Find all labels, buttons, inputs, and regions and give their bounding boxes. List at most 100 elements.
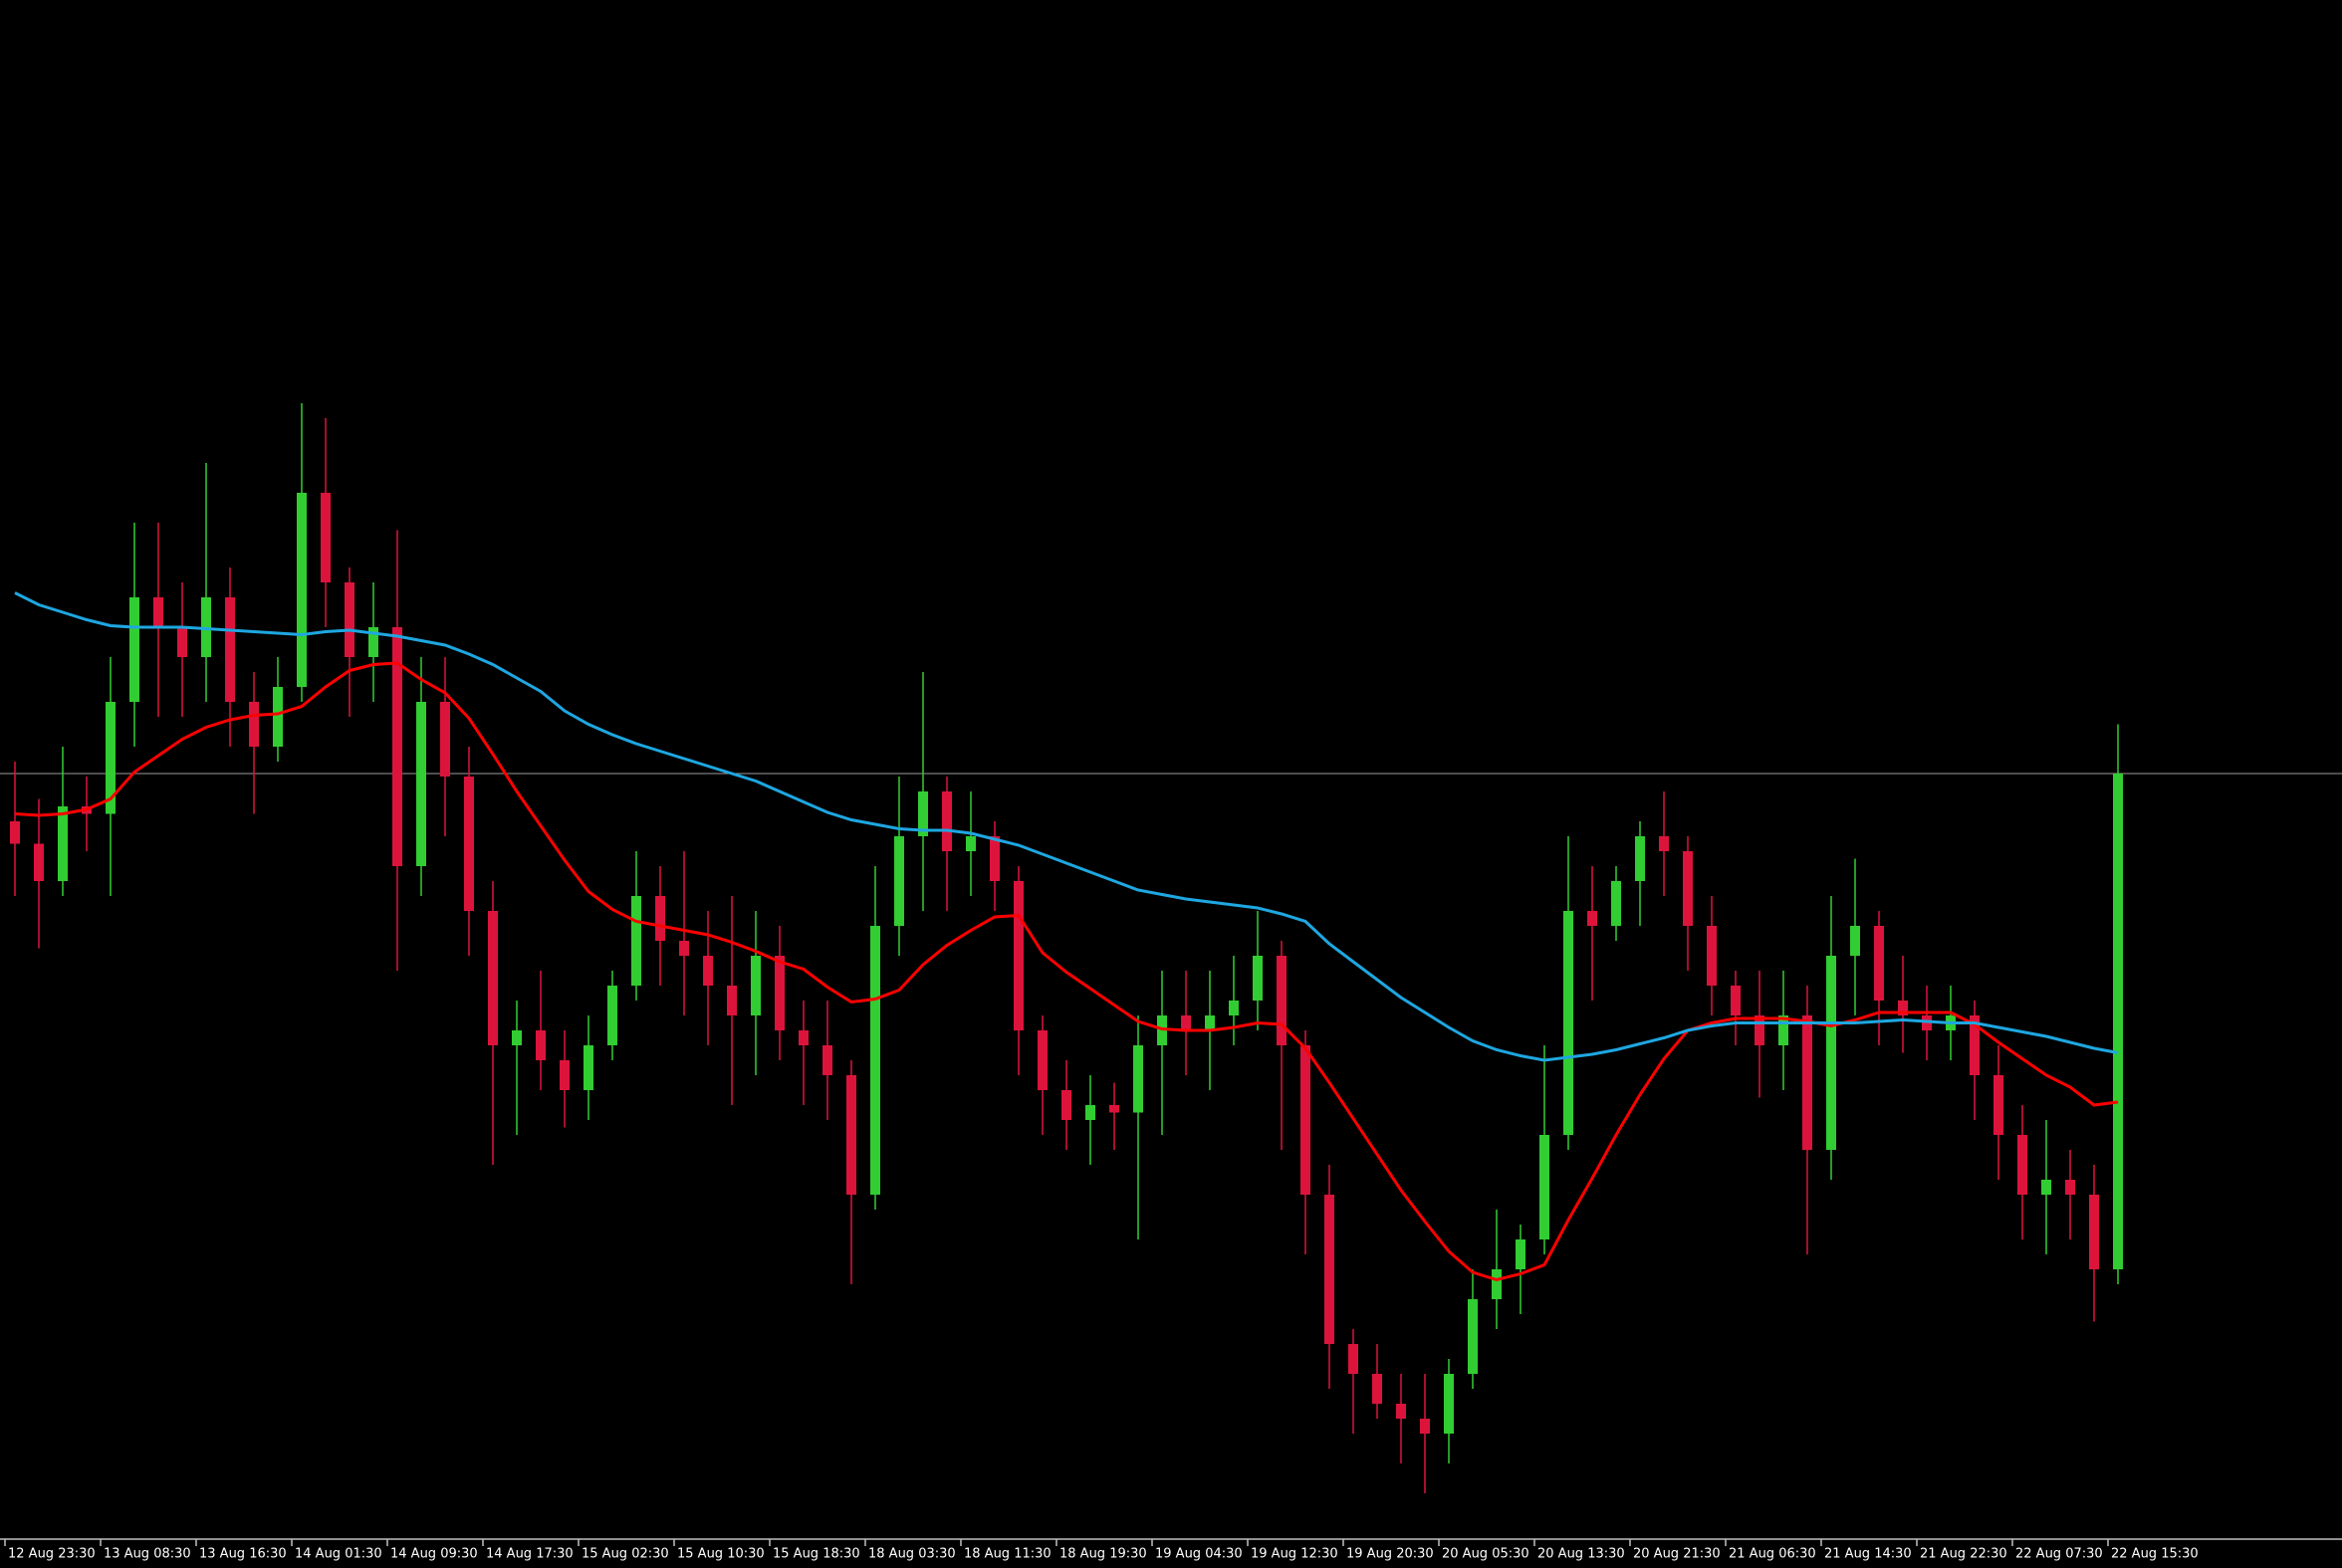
candle-body bbox=[1898, 1001, 1908, 1015]
x-tick-label: 19 Aug 04:30 bbox=[1155, 1547, 1243, 1562]
x-tick-label: 18 Aug 03:30 bbox=[868, 1547, 956, 1562]
candle-body bbox=[1468, 1299, 1478, 1374]
x-tick-label: 18 Aug 19:30 bbox=[1059, 1547, 1147, 1562]
moving-average bbox=[14, 591, 2119, 1062]
x-tick-label: 18 Aug 11:30 bbox=[964, 1547, 1052, 1562]
x-tick-label: 19 Aug 20:30 bbox=[1346, 1547, 1434, 1562]
candle-body bbox=[990, 836, 1000, 881]
candle-body bbox=[894, 836, 904, 926]
x-tick-label: 21 Aug 14:30 bbox=[1824, 1547, 1912, 1562]
candle-body bbox=[1205, 1015, 1215, 1030]
candle-body bbox=[1659, 836, 1669, 851]
candle-body bbox=[34, 843, 44, 881]
candle-body bbox=[799, 1030, 809, 1045]
x-tick-label: 14 Aug 09:30 bbox=[390, 1547, 478, 1562]
candle-body bbox=[1563, 911, 1573, 1135]
candle-body bbox=[822, 1045, 832, 1075]
x-tick-label: 20 Aug 05:30 bbox=[1442, 1547, 1529, 1562]
candle-body bbox=[1970, 1015, 1980, 1075]
x-tick-label: 15 Aug 10:30 bbox=[677, 1547, 765, 1562]
candle-body bbox=[1707, 926, 1717, 986]
candle-body bbox=[2017, 1135, 2027, 1195]
candle-body bbox=[58, 806, 68, 881]
x-tick-label: 15 Aug 02:30 bbox=[582, 1547, 669, 1562]
candle-body bbox=[416, 702, 426, 866]
candle-body bbox=[1611, 881, 1621, 926]
x-tick-label: 20 Aug 21:30 bbox=[1633, 1547, 1721, 1562]
x-tick-label: 20 Aug 13:30 bbox=[1537, 1547, 1625, 1562]
candle-body bbox=[464, 777, 474, 911]
candle-body bbox=[249, 702, 259, 747]
candle-body bbox=[129, 597, 139, 702]
candle-body bbox=[1229, 1001, 1239, 1015]
candle-body bbox=[1683, 851, 1693, 926]
candle-body bbox=[560, 1060, 570, 1090]
moving-average bbox=[14, 661, 2119, 1282]
candle-body bbox=[177, 627, 187, 657]
candle-body bbox=[1348, 1344, 1358, 1374]
candle-body bbox=[512, 1030, 522, 1045]
x-tick-label: 19 Aug 12:30 bbox=[1251, 1547, 1338, 1562]
candle-body bbox=[2089, 1195, 2099, 1269]
candle-body bbox=[392, 627, 402, 866]
candle-body bbox=[679, 941, 689, 956]
candle-body bbox=[1516, 1239, 1525, 1269]
candle-body bbox=[225, 597, 235, 702]
candle-body bbox=[1372, 1374, 1382, 1404]
candle-body bbox=[345, 582, 354, 657]
candle-body bbox=[1396, 1404, 1406, 1419]
candle-body bbox=[631, 896, 641, 986]
x-tick-label: 15 Aug 18:30 bbox=[773, 1547, 860, 1562]
candle-body bbox=[321, 493, 331, 582]
candle-body bbox=[870, 926, 880, 1195]
candle-body bbox=[1755, 1015, 1764, 1045]
candle-body bbox=[775, 956, 785, 1030]
candle-body bbox=[1253, 956, 1263, 1001]
candle-body bbox=[2113, 774, 2123, 1269]
candle-body bbox=[1826, 956, 1836, 1150]
candle-body bbox=[1420, 1419, 1430, 1434]
candle-body bbox=[1587, 911, 1597, 926]
candle-body bbox=[1061, 1090, 1071, 1120]
candle-body bbox=[1539, 1135, 1549, 1239]
candle-body bbox=[607, 986, 617, 1045]
candle-body bbox=[846, 1075, 856, 1195]
candle-body bbox=[727, 986, 737, 1015]
candle-body bbox=[106, 702, 116, 814]
candle-body bbox=[2041, 1180, 2051, 1195]
candle-body bbox=[942, 791, 952, 851]
candle-body bbox=[273, 687, 283, 747]
candle-body bbox=[1109, 1105, 1119, 1113]
x-tick-label: 14 Aug 01:30 bbox=[295, 1547, 382, 1562]
x-tick-label: 22 Aug 07:30 bbox=[2015, 1547, 2103, 1562]
candle-body bbox=[1444, 1374, 1454, 1434]
candle-body bbox=[1802, 1015, 1812, 1150]
x-tick-label: 13 Aug 16:30 bbox=[199, 1547, 287, 1562]
candle-body bbox=[1874, 926, 1884, 1001]
candle-body bbox=[1181, 1015, 1191, 1030]
candle-body bbox=[1993, 1075, 2003, 1135]
candle-body bbox=[1778, 1015, 1788, 1045]
candle-body bbox=[368, 627, 378, 657]
candle-body bbox=[1014, 881, 1024, 1030]
x-tick-label: 21 Aug 22:30 bbox=[1920, 1547, 2007, 1562]
candle-body bbox=[440, 702, 450, 777]
candle-body bbox=[1850, 926, 1860, 956]
candle-body bbox=[2065, 1180, 2075, 1195]
candle-body bbox=[536, 1030, 546, 1060]
candle-body bbox=[751, 956, 761, 1015]
candle-body bbox=[10, 821, 20, 844]
candle-body bbox=[918, 791, 928, 836]
x-tick-label: 22 Aug 15:30 bbox=[2111, 1547, 2199, 1562]
candle-body bbox=[297, 493, 307, 687]
candle-body bbox=[655, 896, 665, 941]
candle-body bbox=[1038, 1030, 1048, 1090]
candle-body bbox=[966, 836, 976, 851]
candle-body bbox=[703, 956, 713, 986]
candle-body bbox=[153, 597, 163, 627]
candle-body bbox=[1492, 1269, 1502, 1299]
x-tick-label: 14 Aug 17:30 bbox=[486, 1547, 574, 1562]
candle-body bbox=[1300, 1045, 1310, 1195]
